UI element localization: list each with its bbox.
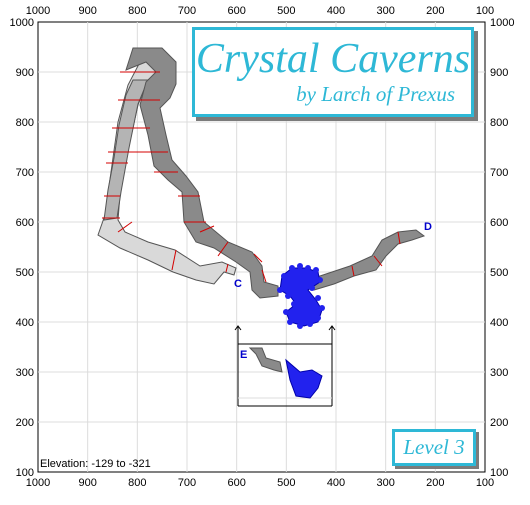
x-tick-bottom: 500 (277, 477, 295, 489)
x-tick-top: 100 (476, 5, 494, 17)
x-tick-top: 1000 (26, 5, 50, 17)
spiral-dot (315, 315, 321, 321)
x-tick-top: 500 (277, 5, 295, 17)
spiral-dot (311, 305, 317, 311)
spiral-dot (285, 293, 291, 299)
y-tick-left: 300 (16, 367, 34, 379)
spiral-dot (291, 301, 297, 307)
y-tick-left: 200 (16, 417, 34, 429)
y-tick-left: 400 (16, 317, 34, 329)
x-tick-top: 600 (227, 5, 245, 17)
y-tick-right: 400 (490, 317, 508, 329)
marker-c: C (234, 278, 242, 290)
x-tick-top: 400 (327, 5, 345, 17)
x-tick-bottom: 900 (78, 477, 96, 489)
marker-d: D (424, 221, 432, 233)
spiral-dot (297, 323, 303, 329)
x-tick-bottom: 800 (128, 477, 146, 489)
spiral-dot (297, 263, 303, 269)
x-tick-bottom: 300 (376, 477, 394, 489)
title-box: Crystal Caverns by Larch of Prexus (192, 27, 474, 117)
x-tick-bottom: 600 (227, 477, 245, 489)
x-tick-top: 700 (178, 5, 196, 17)
y-tick-right: 900 (490, 67, 508, 79)
y-tick-right: 1000 (490, 17, 514, 29)
y-tick-left: 500 (16, 267, 34, 279)
y-tick-left: 100 (16, 467, 34, 479)
spiral-dot (319, 305, 325, 311)
map-subtitle: by Larch of Prexus (296, 82, 455, 106)
y-tick-left: 800 (16, 117, 34, 129)
spiral-dot (315, 295, 321, 301)
spiral-dot (297, 279, 303, 285)
spiral-dot (313, 267, 319, 273)
y-tick-right: 200 (490, 417, 508, 429)
spiral-dot (287, 319, 293, 325)
x-tick-top: 900 (78, 5, 96, 17)
y-tick-right: 300 (490, 367, 508, 379)
spiral-dot (277, 287, 283, 293)
spiral-dot (305, 265, 311, 271)
y-tick-right: 800 (490, 117, 508, 129)
y-tick-left: 1000 (10, 17, 34, 29)
x-tick-bottom: 400 (327, 477, 345, 489)
x-tick-top: 800 (128, 5, 146, 17)
elevation-readout: Elevation: -129 to -321 (40, 458, 151, 470)
spiral-dot (303, 297, 309, 303)
spiral-dot (281, 273, 287, 279)
spiral-dot (289, 265, 295, 271)
x-tick-bottom: 700 (178, 477, 196, 489)
spiral-dot (317, 277, 323, 283)
map-title: Crystal Caverns (195, 36, 471, 82)
marker-e: E (240, 349, 247, 361)
spiral-dot (283, 309, 289, 315)
spiral-dot (309, 285, 315, 291)
x-tick-top: 200 (426, 5, 444, 17)
level-badge: Level 3 (392, 429, 476, 466)
y-tick-left: 900 (16, 67, 34, 79)
y-tick-right: 100 (490, 467, 508, 479)
spiral-dot (307, 321, 313, 327)
y-tick-right: 500 (490, 267, 508, 279)
x-tick-bottom: 200 (426, 477, 444, 489)
y-tick-right: 600 (490, 217, 508, 229)
x-tick-top: 300 (376, 5, 394, 17)
y-tick-left: 600 (16, 217, 34, 229)
y-tick-right: 700 (490, 167, 508, 179)
y-tick-left: 700 (16, 167, 34, 179)
